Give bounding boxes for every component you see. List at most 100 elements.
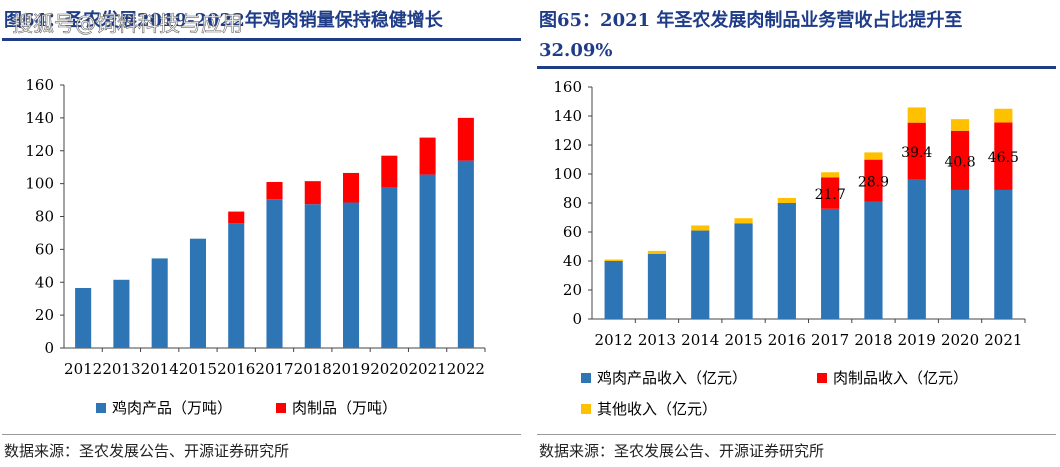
left-bar-2020-series-2 [381, 155, 398, 188]
right-y-tick-label: 40 [563, 252, 582, 270]
right-x-tick-label: 2021 [984, 331, 1022, 349]
right-bar-2019-series-3 [907, 107, 926, 123]
right-bar-2020-series-3 [950, 119, 970, 131]
right-source-divider [537, 434, 1056, 435]
right-source-text: 数据来源：圣农发展公告、开源证券研究所 [539, 442, 825, 460]
right-legend-swatch [817, 373, 827, 383]
right-title-underline [537, 66, 1056, 69]
right-data-label: 40.8 [944, 154, 975, 170]
left-legend-label: 鸡肉产品（万吨） [112, 399, 232, 417]
right-bar-2014-series-1 [691, 230, 710, 319]
left-bar-2019-series-2 [343, 172, 360, 203]
right-x-tick-label: 2012 [595, 331, 633, 349]
left-y-tick-label: 60 [35, 240, 54, 258]
left-bar-2017-series-2 [266, 181, 283, 200]
left-bar-2012-series-1 [75, 288, 92, 348]
right-bar-2019-series-1 [907, 179, 926, 319]
right-bar-2020-series-2 [950, 130, 970, 190]
right-x-tick-label: 2015 [724, 331, 762, 349]
right-x-tick-label: 2016 [768, 331, 806, 349]
left-y-tick-label: 160 [25, 76, 54, 94]
right-bar-2016-series-3 [777, 197, 796, 203]
right-bar-2018-series-2 [864, 159, 883, 202]
right-data-label: 46.5 [988, 150, 1019, 166]
right-bar-2018-series-1 [864, 201, 883, 319]
left-source-text: 数据来源：圣农发展公告、开源证券研究所 [4, 442, 290, 460]
left-bar-2018-series-2 [304, 181, 321, 205]
left-title-underline [2, 38, 521, 41]
right-bar-2017-series-2 [821, 177, 840, 209]
right-bar-2013-series-1 [647, 253, 667, 319]
left-x-tick-label: 2022 [447, 360, 485, 378]
left-bar-2016-series-1 [228, 223, 245, 348]
right-y-tick-label: 20 [563, 281, 582, 299]
left-x-tick-label: 2014 [141, 360, 179, 378]
right-data-label: 39.4 [901, 145, 932, 161]
right-bar-2013-series-3 [647, 250, 667, 254]
left-y-tick-label: 120 [25, 142, 54, 160]
left-x-tick-label: 2015 [179, 360, 217, 378]
right-bar-2015-series-3 [734, 218, 753, 224]
left-y-tick-label: 20 [35, 306, 54, 324]
left-legend-swatch [96, 403, 106, 413]
right-x-tick-label: 2013 [638, 331, 676, 349]
left-bar-2018-series-1 [304, 204, 321, 348]
left-y-tick-label: 40 [35, 273, 54, 291]
right-legend-swatch [581, 373, 591, 383]
right-bar-2012-series-3 [604, 259, 623, 261]
left-x-tick-label: 2018 [294, 360, 332, 378]
right-bar-2017-series-1 [821, 208, 840, 319]
right-x-tick-label: 2018 [854, 331, 892, 349]
right-y-tick-label: 120 [553, 136, 582, 154]
right-y-tick-label: 160 [553, 78, 582, 96]
left-legend-label: 肉制品（万吨） [292, 399, 397, 417]
right-bar-2020-series-1 [950, 189, 970, 319]
left-bar-2020-series-1 [381, 187, 398, 348]
left-y-tick-label: 100 [25, 175, 54, 193]
left-bar-2022-series-1 [457, 160, 474, 348]
left-y-tick-label: 80 [35, 208, 54, 226]
left-x-tick-label: 2016 [217, 360, 255, 378]
left-x-tick-label: 2021 [408, 360, 446, 378]
right-chart-title-line2: 32.09% [539, 40, 613, 61]
left-bar-2015-series-1 [189, 238, 206, 348]
left-x-tick-label: 2020 [370, 360, 408, 378]
right-data-label: 21.7 [815, 187, 846, 203]
right-x-tick-label: 2014 [681, 331, 719, 349]
left-x-tick-label: 2019 [332, 360, 370, 378]
left-legend-swatch [276, 403, 286, 413]
right-bar-chart: 0 20 40 60 80 100 120 140 160 2012 2013 2014 2015 201… [553, 78, 1026, 418]
right-data-label: 28.9 [858, 175, 889, 191]
right-bar-2012-series-1 [604, 261, 623, 319]
right-y-tick-label: 100 [553, 165, 582, 183]
left-x-tick-label: 2017 [255, 360, 293, 378]
right-legend-label: 肉制品收入（亿元） [833, 369, 968, 387]
right-bar-2016-series-1 [777, 203, 796, 319]
left-x-tick-label: 2012 [64, 360, 102, 378]
right-legend-label: 鸡肉产品收入（亿元） [597, 369, 747, 387]
right-bar-2014-series-3 [691, 225, 710, 231]
right-y-tick-label: 140 [553, 107, 582, 125]
watermark-text: 搜狐号@饲料科技与应用 [12, 12, 244, 37]
left-source-divider [2, 434, 521, 435]
right-legend-swatch [581, 404, 591, 414]
right-chart-panel: 图65：2021 年圣农发展肉制品业务营收占比提升至 32.09% 0 20 40 6… [535, 0, 1060, 467]
left-x-tick-label: 2013 [102, 360, 140, 378]
right-y-tick-label: 60 [563, 223, 582, 241]
right-bar-2019-series-2 [907, 122, 926, 180]
left-y-tick-label: 140 [25, 109, 54, 127]
left-bar-2022-series-2 [457, 117, 474, 161]
right-chart-title: 图65：2021 年圣农发展肉制品业务营收占比提升至 32.09% [539, 6, 962, 66]
left-bar-2017-series-1 [266, 199, 283, 348]
right-x-tick-label: 2020 [941, 331, 979, 349]
right-x-tick-label: 2019 [898, 331, 936, 349]
right-bar-2015-series-1 [734, 223, 753, 319]
left-bar-2019-series-1 [343, 202, 360, 348]
right-bar-2021-series-2 [994, 122, 1013, 190]
right-y-tick-label: 0 [572, 310, 582, 328]
right-chart-title-line1: 图65：2021 年圣农发展肉制品业务营收占比提升至 [539, 10, 963, 31]
left-bar-2021-series-2 [419, 137, 436, 175]
right-bar-2021-series-3 [994, 108, 1013, 123]
right-y-tick-label: 80 [563, 194, 582, 212]
